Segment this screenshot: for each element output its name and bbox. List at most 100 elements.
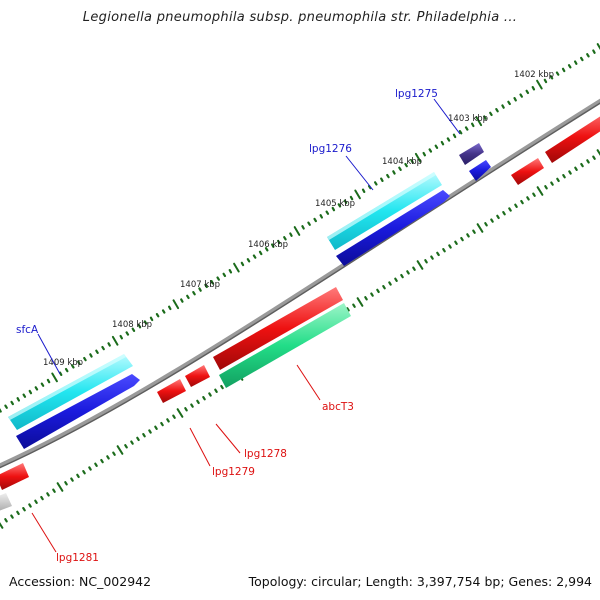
outer-track-minor-tick — [495, 107, 499, 113]
outer-track-minor-tick — [586, 53, 590, 58]
outer-track-minor-tick — [119, 334, 124, 340]
inner-track-minor-tick — [388, 281, 392, 286]
outer-track-minor-tick — [155, 313, 160, 318]
outer-track-minor-tick — [83, 356, 87, 362]
feature-abcT3-red[interactable] — [213, 287, 343, 370]
inner-track-minor-tick — [64, 481, 68, 486]
outer-track-minor-tick — [331, 206, 336, 212]
inner-track-major-tick — [356, 297, 364, 307]
inner-track-minor-tick — [220, 384, 224, 390]
inner-track-minor-tick — [160, 421, 164, 427]
inner-track-minor-tick — [412, 266, 416, 271]
outer-track-minor-tick — [137, 323, 142, 329]
leader-lpg1275 — [433, 98, 461, 135]
outer-track-minor-tick — [343, 199, 348, 204]
outer-track-minor-tick — [101, 345, 105, 351]
inner-track-major-tick — [596, 149, 600, 156]
feature-lpg1275-purple[interactable] — [459, 143, 484, 165]
outer-track-minor-tick — [161, 309, 166, 314]
gene-label-lpg1279[interactable]: lpg1279 — [212, 466, 255, 478]
gene-label-abcT3[interactable]: abcT3 — [322, 401, 354, 413]
inner-track-major-tick — [536, 186, 544, 196]
inner-track-minor-tick — [568, 170, 572, 175]
outer-track-minor-tick — [204, 283, 208, 289]
outer-track-minor-tick — [34, 386, 39, 391]
inner-track-minor-tick — [580, 162, 584, 168]
gene-label-lpg1275[interactable]: lpg1275 — [395, 88, 438, 100]
feature-sfcA-blue[interactable] — [16, 374, 140, 449]
inner-track-minor-tick — [190, 403, 194, 408]
gene-label-lpg1281[interactable]: lpg1281 — [56, 552, 99, 564]
outer-track-minor-tick — [307, 221, 311, 226]
feature-abcT3-green[interactable] — [219, 303, 351, 388]
outer-track-minor-tick — [392, 170, 396, 175]
inner-track-minor-tick — [436, 251, 440, 257]
feature-red-right-1[interactable] — [511, 158, 544, 185]
feature-lpg1278-red[interactable] — [185, 365, 210, 387]
gene-label-lpg1276[interactable]: lpg1276 — [309, 143, 352, 155]
inner-track-minor-tick — [166, 418, 170, 423]
outer-track-minor-tick — [143, 320, 148, 325]
inner-track-minor-tick — [112, 451, 116, 456]
outer-track-minor-tick — [561, 67, 566, 73]
feature-gray-partial[interactable] — [0, 493, 12, 512]
outer-track-minor-tick — [258, 250, 263, 256]
inner-track-minor-tick — [40, 495, 44, 501]
outer-track-minor-tick — [168, 305, 172, 311]
outer-track-minor-tick — [404, 162, 408, 168]
inner-track-minor-tick — [472, 229, 476, 234]
feature-lpg1281-red[interactable] — [0, 463, 29, 490]
gene-label-sfcA[interactable]: sfcA — [16, 324, 39, 336]
outer-track-minor-tick — [125, 331, 130, 336]
feature-red-right-2[interactable] — [545, 110, 600, 163]
outer-track-major-tick — [51, 372, 58, 383]
kbp-label-1402: 1402 kbp — [514, 70, 554, 80]
outer-track-minor-tick — [198, 287, 202, 292]
leader-abcT3 — [296, 364, 321, 401]
outer-track-major-tick — [414, 152, 422, 163]
outer-track-minor-tick — [283, 236, 287, 241]
outer-track-minor-tick — [428, 148, 433, 153]
outer-track-minor-tick — [180, 298, 184, 303]
outer-tick-track — [0, 43, 600, 413]
outer-track-minor-tick — [319, 214, 323, 219]
outer-track-minor-tick — [543, 78, 548, 84]
gene-label-lpg1278[interactable]: lpg1278 — [244, 448, 287, 460]
genome-backbone — [0, 98, 600, 468]
outer-track-minor-tick — [519, 93, 524, 98]
feature-lpg1279-red[interactable] — [157, 379, 186, 403]
outer-track-minor-tick — [313, 217, 317, 223]
inner-track-major-tick — [0, 522, 4, 529]
feature-lpg1276-cyan[interactable] — [327, 172, 442, 250]
outer-track-major-tick — [596, 43, 600, 50]
outer-track-minor-tick — [567, 64, 572, 69]
outer-track-minor-tick — [525, 89, 530, 95]
inner-track-minor-tick — [88, 466, 92, 471]
outer-track-minor-tick — [440, 140, 445, 146]
outer-track-minor-tick — [361, 188, 366, 193]
outer-track-minor-tick — [16, 397, 20, 402]
inner-track-minor-tick — [502, 211, 506, 216]
outer-track-minor-tick — [452, 133, 457, 139]
inner-track-minor-tick — [172, 414, 176, 419]
inner-track-minor-tick — [490, 218, 494, 223]
outer-track-minor-tick — [210, 280, 214, 285]
outer-track-minor-tick — [271, 243, 275, 248]
inner-track-minor-tick — [124, 444, 128, 449]
inner-track-minor-tick — [448, 244, 452, 249]
inner-track-major-tick — [416, 260, 424, 270]
inner-track-minor-tick — [556, 177, 560, 183]
inner-track-minor-tick — [400, 273, 404, 279]
outer-track-minor-tick — [301, 225, 305, 230]
feature-lpg1276-blue[interactable] — [336, 190, 450, 266]
inner-track-minor-tick — [514, 203, 518, 208]
inner-track-minor-tick — [346, 307, 350, 312]
inner-track-minor-tick — [574, 166, 578, 171]
inner-track-minor-tick — [460, 236, 464, 242]
inner-track-minor-tick — [46, 492, 50, 497]
inner-track-minor-tick — [550, 181, 554, 186]
inner-track-minor-tick — [202, 396, 206, 401]
feature-lpg1275-blue[interactable] — [469, 160, 491, 181]
outer-track-minor-tick — [277, 239, 281, 245]
feature-sfcA-cyan[interactable] — [8, 354, 133, 430]
